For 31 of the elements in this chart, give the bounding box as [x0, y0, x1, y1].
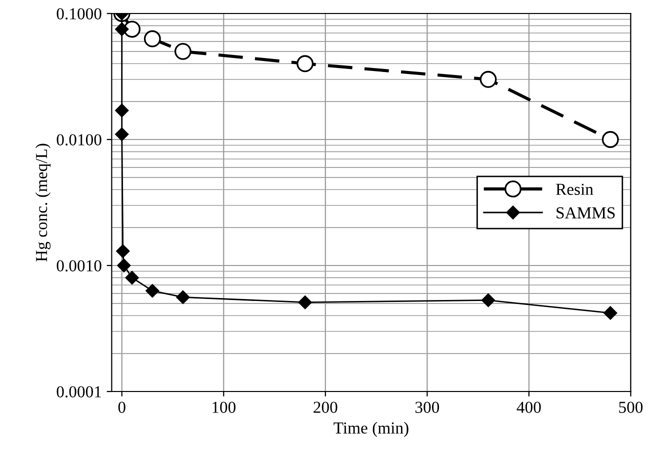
x-tick-label: 500: [619, 402, 643, 413]
point: [298, 296, 312, 310]
point: [125, 270, 139, 284]
x-tick-label: 400: [516, 402, 541, 413]
x-tick-label: 300: [415, 402, 440, 413]
point: [144, 30, 161, 48]
y-axis-title: Hg conc. (meq/L): [35, 144, 51, 262]
y-tick-label: 0.0100: [56, 134, 102, 146]
point: [480, 70, 497, 88]
point: [296, 55, 314, 72]
point: [604, 306, 618, 320]
y-tick-label: 0.0010: [56, 260, 102, 272]
point: [115, 128, 129, 142]
x-axis-title: Time (min): [334, 422, 408, 438]
x-tick-label: 200: [314, 402, 338, 413]
point: [115, 22, 129, 36]
x-tick-label: 100: [212, 402, 236, 413]
legend-label: Resin: [556, 184, 594, 195]
point: [117, 258, 131, 272]
point: [174, 42, 192, 60]
point: [176, 290, 190, 304]
legend-label: SAMMS: [556, 207, 615, 218]
point: [482, 294, 495, 307]
point: [146, 284, 160, 298]
point: [602, 131, 619, 148]
point: [116, 244, 130, 258]
y-tick-label: 0.0001: [56, 386, 101, 398]
point: [115, 104, 129, 118]
point: [124, 20, 141, 38]
x-tick-label: 0: [118, 402, 126, 413]
y-tick-label: 0.1000: [56, 8, 102, 20]
